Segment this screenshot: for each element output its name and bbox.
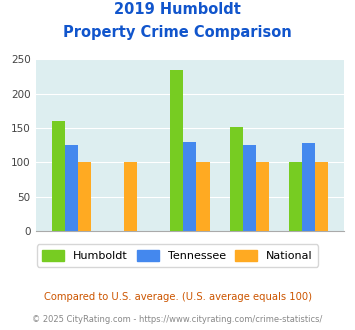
Bar	[196, 162, 209, 231]
Bar	[78, 162, 91, 231]
Text: 2019 Humboldt: 2019 Humboldt	[114, 2, 241, 16]
Text: Property Crime Comparison: Property Crime Comparison	[63, 25, 292, 40]
Legend: Humboldt, Tennessee, National: Humboldt, Tennessee, National	[37, 245, 318, 267]
Bar	[243, 145, 256, 231]
Text: © 2025 CityRating.com - https://www.cityrating.com/crime-statistics/: © 2025 CityRating.com - https://www.city…	[32, 315, 323, 324]
Bar	[51, 121, 65, 231]
Bar	[230, 127, 243, 231]
Text: Compared to U.S. average. (U.S. average equals 100): Compared to U.S. average. (U.S. average …	[44, 292, 311, 302]
Bar	[289, 162, 302, 231]
Bar	[315, 162, 328, 231]
Bar	[256, 162, 269, 231]
Bar	[170, 70, 184, 231]
Bar	[65, 145, 78, 231]
Bar	[124, 162, 137, 231]
Bar	[184, 143, 196, 231]
Bar	[302, 143, 315, 231]
